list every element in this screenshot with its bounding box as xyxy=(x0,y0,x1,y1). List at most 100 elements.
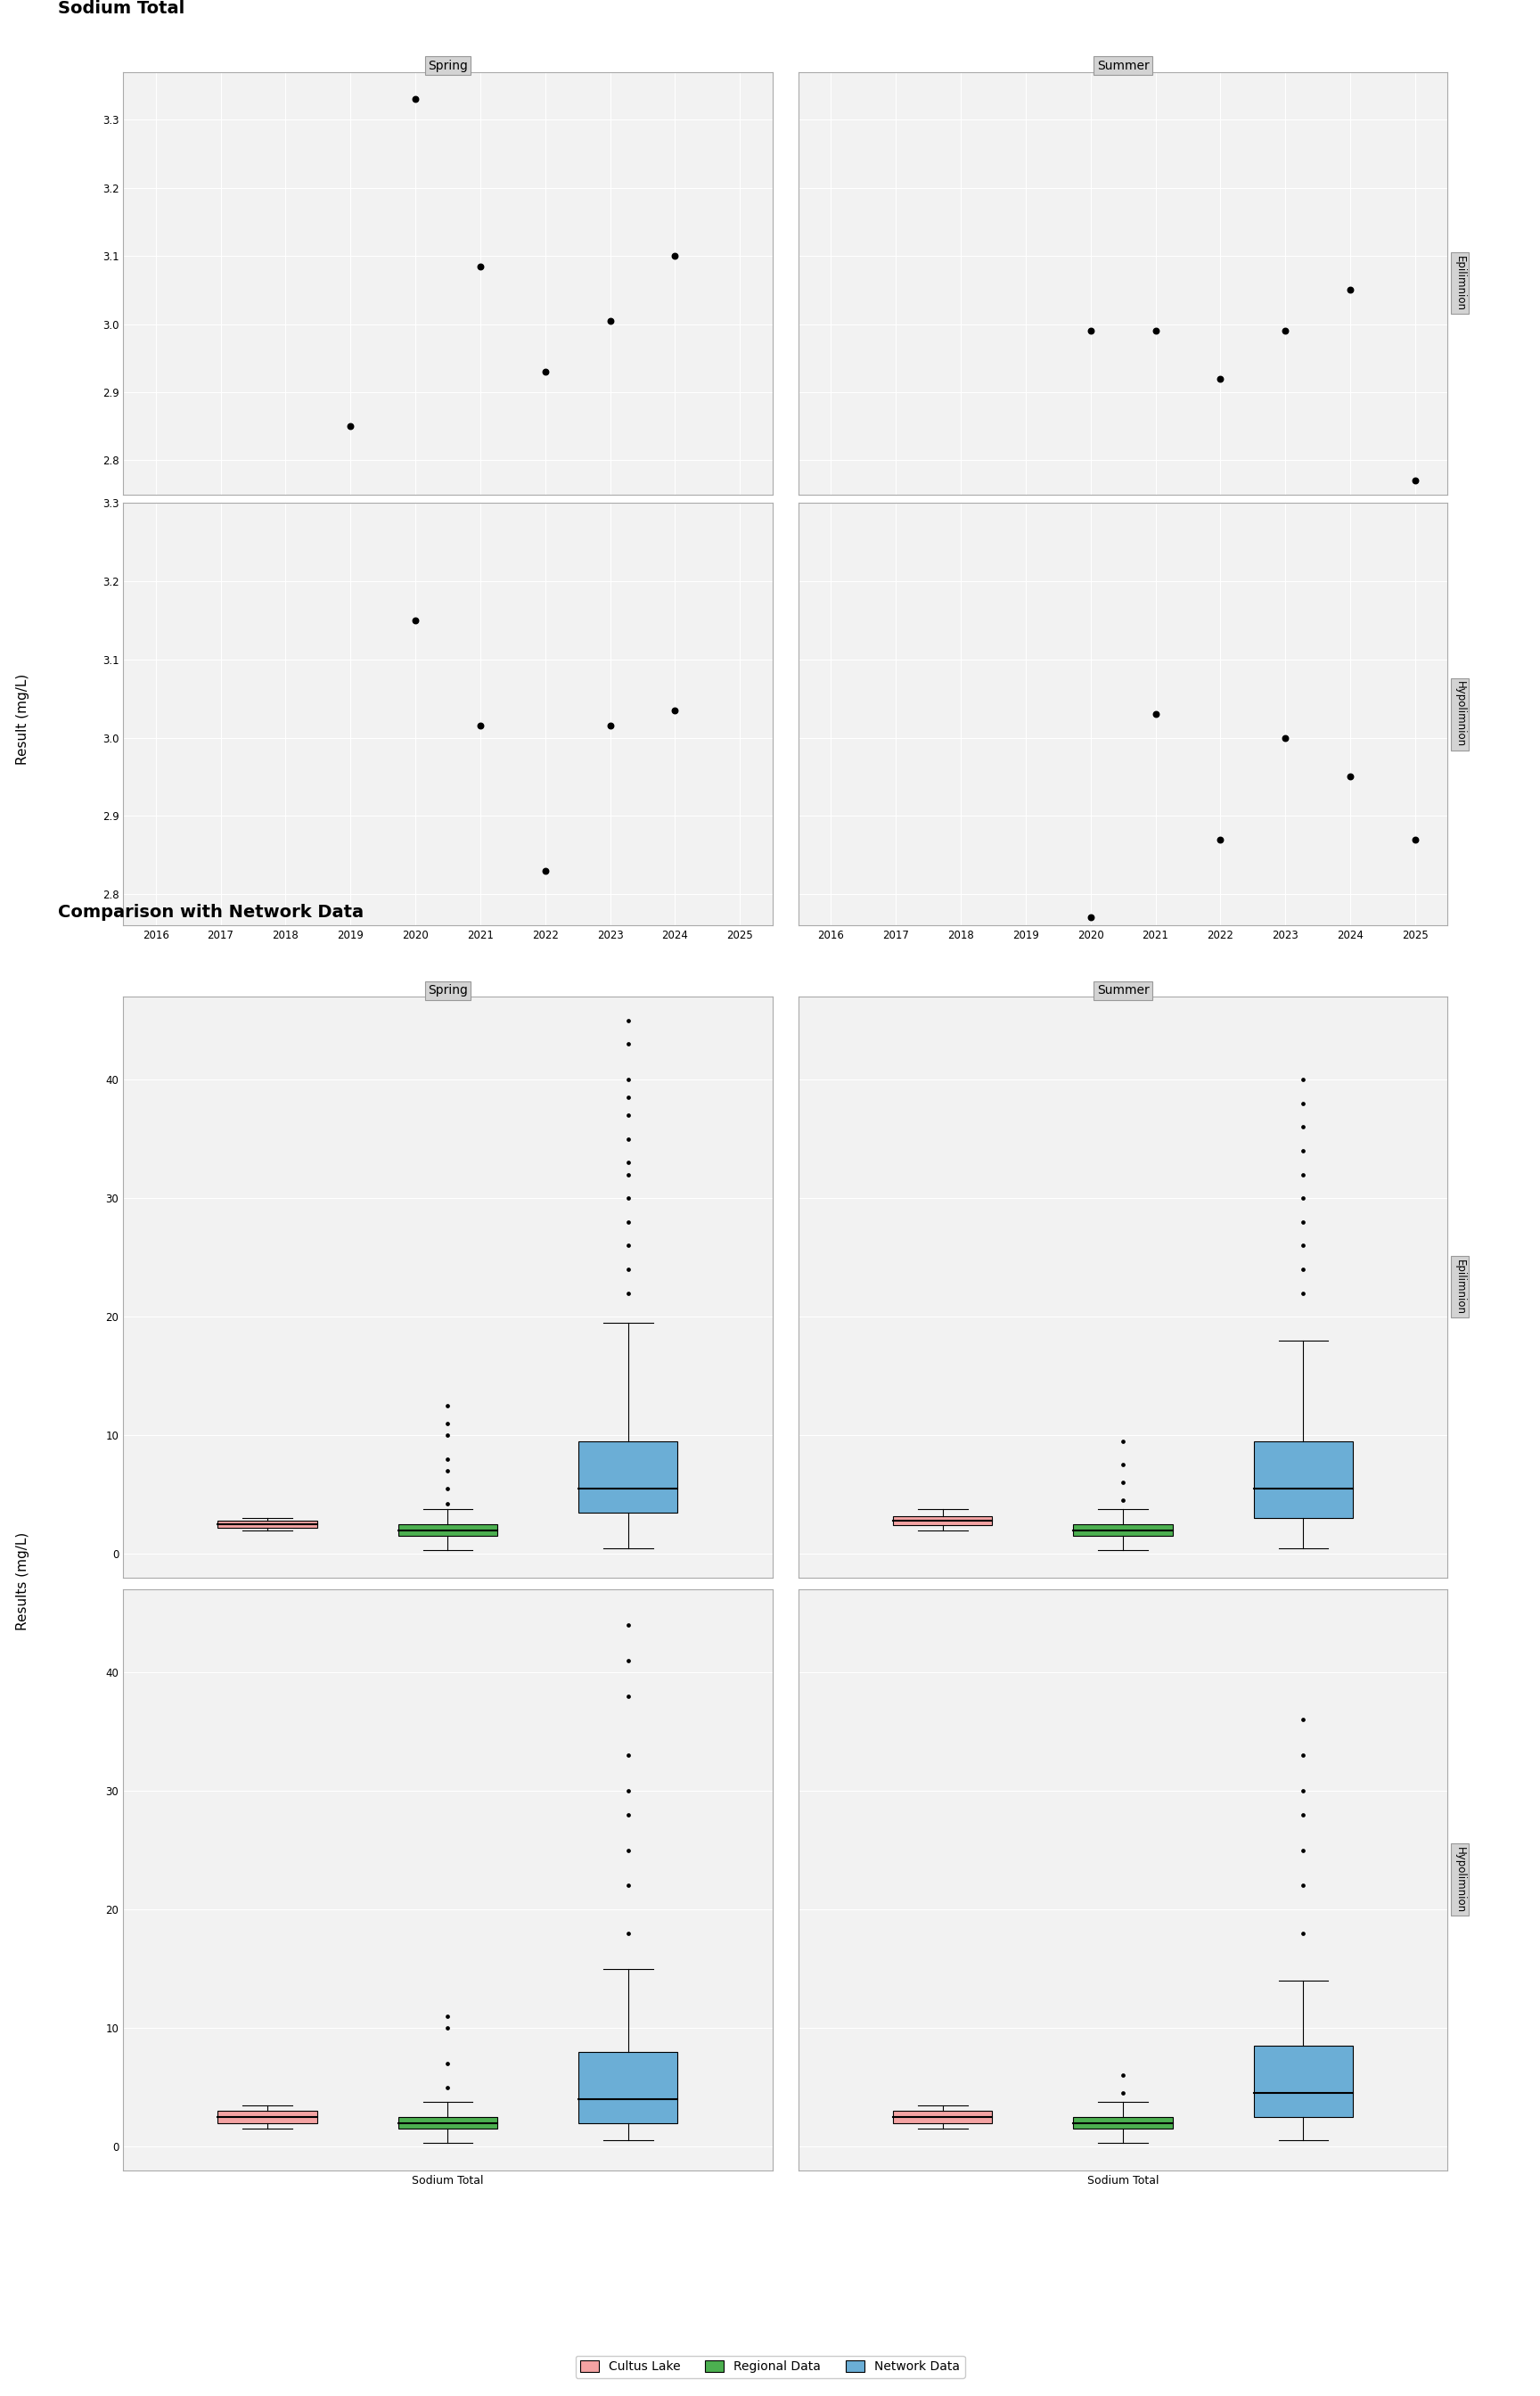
Point xyxy=(616,1771,641,1809)
Point xyxy=(1291,1155,1315,1193)
Text: Results (mg/L): Results (mg/L) xyxy=(17,1531,29,1632)
Point xyxy=(468,707,493,745)
Point xyxy=(662,237,687,276)
Bar xyxy=(1254,2046,1354,2118)
Point xyxy=(616,1795,641,1833)
Point xyxy=(1291,1107,1315,1145)
Point xyxy=(1338,757,1363,795)
Point xyxy=(1291,1061,1315,1100)
Point xyxy=(616,1095,641,1133)
Point xyxy=(1110,1481,1135,1519)
Point xyxy=(598,302,622,340)
Text: Epilimnion: Epilimnion xyxy=(1454,1260,1466,1315)
Point xyxy=(436,1440,460,1478)
Point xyxy=(436,1387,460,1426)
Point xyxy=(616,1143,641,1181)
Point xyxy=(1110,1423,1135,1462)
Bar xyxy=(1073,2118,1172,2128)
Point xyxy=(616,1119,641,1157)
Point xyxy=(616,1227,641,1265)
Point xyxy=(1291,1083,1315,1121)
Text: Comparison with Network Data: Comparison with Network Data xyxy=(59,903,363,920)
Text: Result (mg/L): Result (mg/L) xyxy=(17,673,29,764)
Point xyxy=(436,2044,460,2082)
Point xyxy=(616,1737,641,1775)
Point xyxy=(533,352,557,391)
Point xyxy=(1291,1866,1315,1905)
Point xyxy=(1078,311,1103,350)
Point xyxy=(616,1641,641,1680)
Point xyxy=(1291,1771,1315,1809)
Text: Sodium Total: Sodium Total xyxy=(59,0,185,17)
Point xyxy=(436,1996,460,2034)
Bar xyxy=(217,2111,317,2123)
Point xyxy=(1291,1203,1315,1241)
Text: Epilimnion: Epilimnion xyxy=(1454,256,1466,311)
Point xyxy=(436,1416,460,1454)
Bar xyxy=(579,1442,678,1512)
Text: Hypolimnion: Hypolimnion xyxy=(1454,680,1466,748)
Point xyxy=(1291,1831,1315,1869)
Text: Summer: Summer xyxy=(1096,60,1149,72)
Point xyxy=(1291,1701,1315,1739)
Point xyxy=(533,851,557,889)
Point xyxy=(1143,311,1167,350)
Text: Spring: Spring xyxy=(428,985,468,997)
Point xyxy=(436,1486,460,1524)
Point xyxy=(436,1469,460,1507)
Point xyxy=(1291,1914,1315,1953)
Bar xyxy=(579,2051,678,2123)
Point xyxy=(1110,1445,1135,1483)
Point xyxy=(1291,1227,1315,1265)
Point xyxy=(403,79,428,117)
Point xyxy=(1207,819,1232,858)
Text: Spring: Spring xyxy=(428,60,468,72)
Point xyxy=(339,407,363,446)
Bar xyxy=(399,2118,497,2128)
Point xyxy=(616,1605,641,1644)
Point xyxy=(1403,462,1428,501)
Point xyxy=(662,690,687,728)
Point xyxy=(616,1078,641,1117)
Bar xyxy=(893,1517,992,1526)
Point xyxy=(1110,2075,1135,2113)
Point xyxy=(616,1677,641,1716)
Point xyxy=(403,601,428,640)
Point xyxy=(1291,1179,1315,1217)
Point xyxy=(616,1866,641,1905)
Point xyxy=(616,1831,641,1869)
Point xyxy=(1143,695,1167,733)
Point xyxy=(436,2068,460,2106)
Bar xyxy=(217,1521,317,1529)
Point xyxy=(616,1914,641,1953)
Point xyxy=(1207,359,1232,398)
Point xyxy=(1110,1464,1135,1502)
Point xyxy=(1403,819,1428,858)
Point xyxy=(436,1452,460,1490)
Bar xyxy=(1254,1442,1354,1519)
Bar xyxy=(1073,1524,1172,1536)
Point xyxy=(616,1251,641,1289)
Text: Hypolimnion: Hypolimnion xyxy=(1454,1847,1466,1912)
Point xyxy=(1291,1795,1315,1833)
Point xyxy=(616,1203,641,1241)
Legend: Cultus Lake, Regional Data, Network Data: Cultus Lake, Regional Data, Network Data xyxy=(576,2355,964,2377)
Bar xyxy=(893,2111,992,2123)
Point xyxy=(616,1275,641,1313)
Point xyxy=(598,707,622,745)
Bar xyxy=(399,1524,497,1536)
Point xyxy=(1110,2056,1135,2094)
Point xyxy=(1291,1251,1315,1289)
Point xyxy=(436,1404,460,1442)
Point xyxy=(616,1179,641,1217)
Point xyxy=(1338,271,1363,309)
Point xyxy=(1274,719,1298,757)
Point xyxy=(616,1061,641,1100)
Point xyxy=(1291,1737,1315,1775)
Point xyxy=(436,2008,460,2046)
Text: Summer: Summer xyxy=(1096,985,1149,997)
Point xyxy=(1291,1275,1315,1313)
Point xyxy=(468,247,493,285)
Point xyxy=(1274,311,1298,350)
Point xyxy=(1291,1131,1315,1169)
